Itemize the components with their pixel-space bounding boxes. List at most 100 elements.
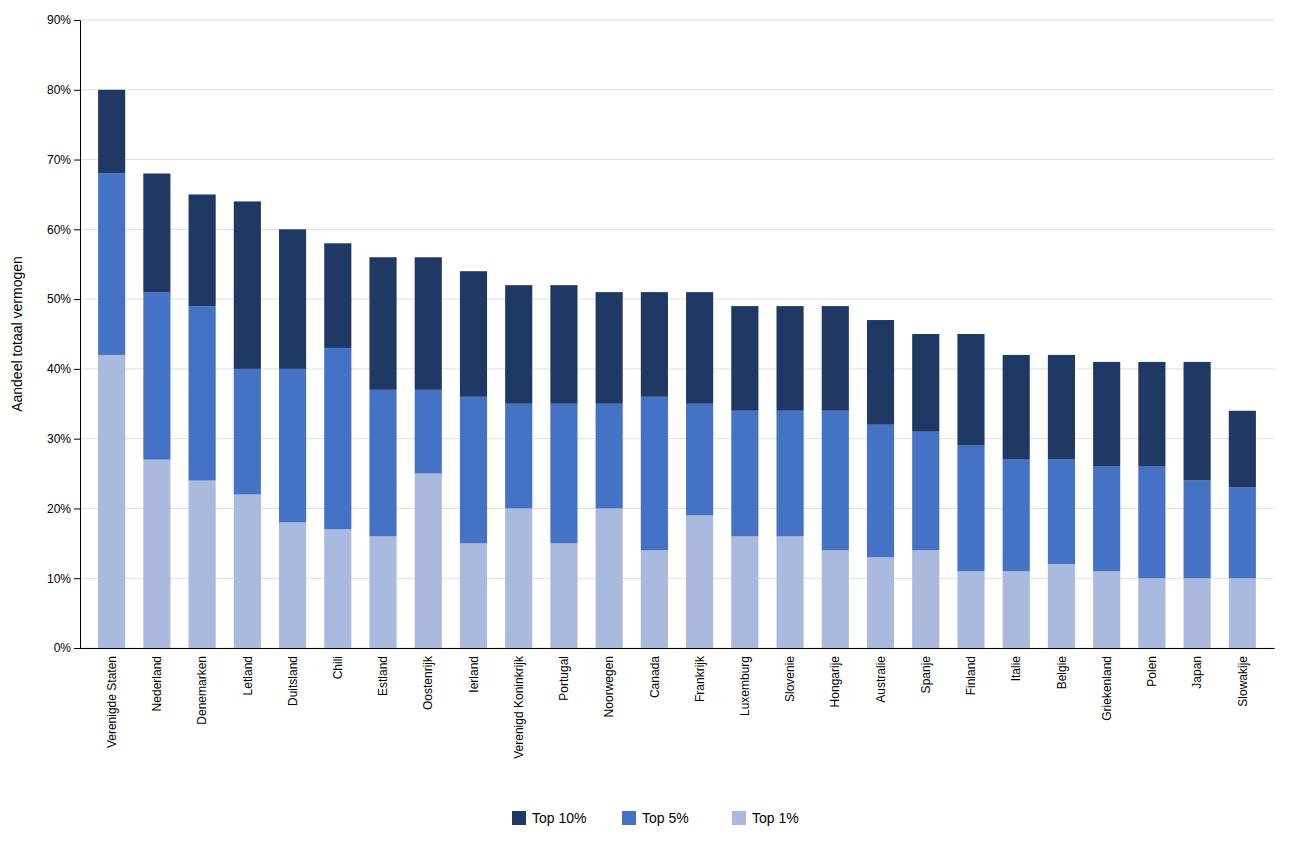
x-tick: Verenigd Koninkrijk bbox=[512, 655, 526, 759]
bar bbox=[505, 404, 532, 509]
x-tick: Luxemburg bbox=[738, 656, 752, 716]
bar bbox=[415, 390, 442, 474]
legend-label: Top 10% bbox=[532, 810, 586, 826]
x-tick-label: Estland bbox=[376, 656, 390, 696]
grid-line bbox=[80, 89, 1274, 90]
bar bbox=[731, 536, 758, 648]
bar bbox=[189, 306, 216, 480]
x-tick-label: Nederland bbox=[150, 656, 164, 711]
bar bbox=[234, 369, 261, 495]
x-tick-label: Noorwegen bbox=[602, 656, 616, 717]
x-tick: Finland bbox=[964, 656, 978, 695]
x-tick: Slovenie bbox=[783, 656, 797, 702]
y-tick-label: 90% bbox=[47, 13, 71, 27]
bar bbox=[686, 292, 713, 404]
bar bbox=[1093, 362, 1120, 467]
bar bbox=[1229, 488, 1256, 579]
x-tick-label: Australie bbox=[874, 656, 888, 703]
bars bbox=[98, 90, 1256, 648]
bar bbox=[822, 411, 849, 551]
bar bbox=[1003, 460, 1030, 572]
x-tick-label: Denemarken bbox=[195, 656, 209, 725]
bar bbox=[686, 515, 713, 648]
y-tick-label: 50% bbox=[47, 292, 71, 306]
y-axis: 0%10%20%30%40%50%60%70%80%90% bbox=[47, 13, 81, 655]
x-tick-label: Belgie bbox=[1055, 656, 1069, 690]
x-tick: Denemarken bbox=[195, 656, 209, 725]
bar bbox=[1184, 481, 1211, 579]
x-tick-label: Japan bbox=[1190, 656, 1204, 689]
x-tick-label: Griekenland bbox=[1100, 656, 1114, 721]
bar bbox=[596, 508, 623, 648]
bar bbox=[731, 306, 758, 411]
bar bbox=[822, 550, 849, 648]
bar bbox=[1229, 411, 1256, 488]
bar bbox=[641, 397, 668, 551]
y-tick-label: 20% bbox=[47, 502, 71, 516]
bar bbox=[1138, 362, 1165, 467]
bar bbox=[460, 397, 487, 544]
series bbox=[98, 174, 1256, 579]
bar bbox=[234, 201, 261, 368]
bar bbox=[1138, 578, 1165, 648]
y-tick: 20% bbox=[47, 502, 80, 516]
bar bbox=[98, 174, 125, 355]
bar bbox=[98, 90, 125, 174]
legend-item: Top 5% bbox=[622, 810, 689, 826]
x-tick: Oostenrijk bbox=[421, 655, 435, 710]
x-tick-label: Polen bbox=[1145, 656, 1159, 687]
bar bbox=[596, 404, 623, 509]
x-tick: Duitsland bbox=[286, 656, 300, 706]
bar bbox=[143, 174, 170, 293]
series bbox=[98, 90, 1256, 488]
x-tick-label: Chili bbox=[331, 656, 345, 679]
bar bbox=[415, 257, 442, 390]
x-tick-label: Slowakije bbox=[1236, 656, 1250, 707]
y-tick-mark bbox=[74, 439, 80, 440]
bar bbox=[777, 536, 804, 648]
bar bbox=[189, 194, 216, 306]
bar bbox=[550, 543, 577, 648]
y-tick-mark bbox=[74, 229, 80, 230]
y-tick-mark bbox=[74, 299, 80, 300]
y-axis-title: Aandeel totaal vermogen bbox=[9, 256, 25, 412]
bar bbox=[460, 271, 487, 397]
bar bbox=[1048, 460, 1075, 565]
bar bbox=[1184, 362, 1211, 481]
x-tick: Frankrijk bbox=[693, 655, 707, 702]
x-tick-label: Finland bbox=[964, 656, 978, 695]
bar bbox=[822, 306, 849, 411]
bar bbox=[912, 550, 939, 648]
bar bbox=[279, 522, 306, 648]
bar bbox=[912, 432, 939, 551]
grid bbox=[80, 20, 1274, 648]
bar bbox=[415, 474, 442, 648]
y-tick-mark bbox=[74, 578, 80, 579]
y-tick-mark bbox=[74, 648, 80, 649]
bar bbox=[324, 243, 351, 348]
y-tick: 10% bbox=[47, 572, 80, 586]
x-tick-label: Luxemburg bbox=[738, 656, 752, 716]
x-tick-label: Canada bbox=[648, 656, 662, 698]
bar bbox=[505, 285, 532, 404]
y-tick: 60% bbox=[47, 223, 80, 237]
chart: 0%10%20%30%40%50%60%70%80%90%Verenigde S… bbox=[0, 0, 1299, 848]
bar bbox=[460, 543, 487, 648]
bar bbox=[777, 306, 804, 411]
x-tick: Canada bbox=[648, 656, 662, 698]
bar bbox=[957, 334, 984, 446]
x-tick: Chili bbox=[331, 656, 345, 679]
legend: Top 10%Top 5%Top 1% bbox=[512, 810, 799, 826]
x-tick: Slowakije bbox=[1236, 656, 1250, 707]
x-tick: Belgie bbox=[1055, 656, 1069, 690]
bar bbox=[641, 292, 668, 397]
x-tick: Griekenland bbox=[1100, 656, 1114, 721]
x-tick-label: Oostenrijk bbox=[421, 655, 435, 710]
y-tick: 30% bbox=[47, 432, 80, 446]
x-tick-label: Italie bbox=[1009, 656, 1023, 682]
y-tick-mark bbox=[74, 369, 80, 370]
legend-swatch bbox=[732, 811, 746, 825]
bar bbox=[1093, 571, 1120, 648]
x-tick: Australie bbox=[874, 656, 888, 703]
y-tick: 70% bbox=[47, 153, 80, 167]
